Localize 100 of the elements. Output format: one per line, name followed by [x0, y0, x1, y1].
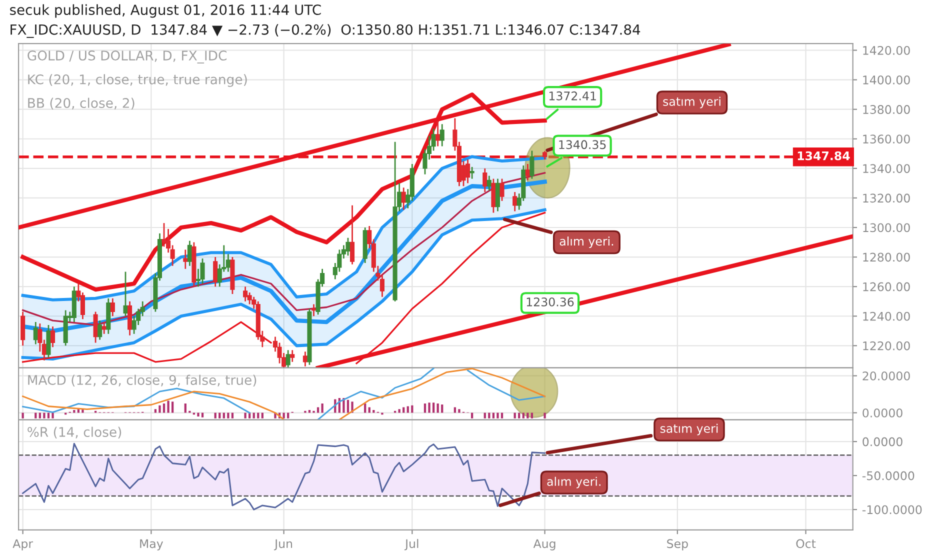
bar	[488, 412, 490, 418]
bar	[222, 412, 225, 418]
y-tick-label: 1220.00	[863, 341, 910, 350]
bar	[38, 412, 41, 418]
bar	[514, 412, 516, 418]
bar	[22, 412, 24, 418]
bar	[398, 409, 400, 413]
bar	[214, 412, 216, 418]
bar	[411, 405, 414, 413]
y-tick-label: 1400.00	[863, 76, 910, 84]
bar	[316, 407, 320, 413]
x-tick-label: Jul	[404, 538, 418, 550]
candlestick	[495, 178, 500, 212]
bar	[530, 412, 534, 418]
bar	[73, 410, 76, 413]
candlestick	[530, 150, 534, 180]
candlestick	[491, 178, 496, 214]
annotation: 1372.41	[549, 91, 596, 100]
candlestick	[110, 298, 115, 317]
bar	[496, 412, 499, 418]
y-tick-label: 1320.00	[863, 194, 910, 203]
annotation: BB (20, close, 2)	[28, 98, 134, 110]
bar	[34, 412, 37, 418]
bar	[526, 412, 529, 418]
bar	[158, 405, 161, 413]
annotation: %R (14, close)	[28, 426, 122, 439]
candlestick	[482, 168, 488, 193]
chart-subtitle: FX_IDC:XAUUSD, D 1347.84 ▼ −2.73 (−0.2%) O:1350.80 H:1351.71 L:1346.07 C:1347.84	[10, 24, 640, 38]
annotation: alım yeri.	[560, 236, 614, 248]
bar	[231, 412, 234, 418]
candlestick	[102, 321, 106, 335]
y-tick-label: 1420.00	[863, 46, 910, 55]
bar	[162, 404, 166, 413]
ref-line-label: 1347.84	[798, 151, 850, 160]
annotation: satım yeri	[663, 96, 720, 108]
bar	[372, 410, 375, 413]
candlestick	[470, 166, 474, 180]
candlestick	[486, 175, 492, 192]
x-tick-label: Oct	[796, 539, 816, 548]
y-tick-label: 1300.00	[863, 223, 910, 232]
bar	[167, 400, 170, 413]
candlestick	[290, 349, 295, 363]
bar	[436, 404, 439, 413]
candlestick	[20, 311, 26, 346]
candlestick	[128, 300, 132, 336]
candlestick	[401, 186, 406, 210]
bar	[428, 402, 430, 413]
x-tick-label: May	[140, 539, 164, 550]
candlestick	[243, 286, 248, 302]
bar	[492, 412, 495, 418]
bar	[257, 412, 260, 418]
bar	[441, 404, 444, 413]
bar	[346, 400, 350, 413]
y-tick-label: 1280.00	[863, 252, 910, 262]
bar	[518, 412, 520, 418]
candlestick	[350, 204, 355, 266]
annotation: satım yeri	[660, 424, 718, 436]
y-tick-label: 20.0000	[862, 372, 910, 380]
bar	[47, 412, 50, 418]
bar	[252, 412, 255, 418]
candlestick	[200, 258, 205, 284]
bar	[454, 407, 456, 413]
bar	[227, 412, 230, 418]
bar	[470, 412, 474, 418]
line-series	[22, 442, 546, 510]
y-tick-label: 1380.00	[863, 105, 910, 114]
bar	[522, 412, 524, 418]
candlestick	[311, 304, 316, 317]
annotation: 1340.35	[559, 140, 606, 150]
candlestick	[46, 324, 51, 358]
chart-title: secuk published, August 01, 2016 11:44 UTC	[10, 4, 321, 18]
y-tick-label: 1340.00	[863, 164, 910, 174]
bar	[282, 412, 285, 418]
bar	[368, 407, 370, 413]
bar	[82, 409, 84, 413]
candlestick	[98, 320, 102, 340]
y-tick-label: -50.0000	[862, 471, 914, 480]
bar	[171, 402, 174, 413]
x-tick-label: Aug	[533, 539, 556, 550]
candlestick	[346, 237, 350, 256]
annotation: MACD (12, 26, close, 9, false, true)	[28, 374, 256, 387]
bar	[544, 412, 546, 418]
y-tick-label: -100.0000	[862, 505, 922, 514]
bar	[500, 412, 504, 418]
x-tick-label: Jun	[274, 539, 292, 550]
bar	[432, 402, 435, 413]
y-tick-label: 1260.00	[863, 282, 910, 292]
candlestick	[50, 326, 56, 348]
y-tick-label: 0.0000	[862, 437, 902, 446]
bar	[197, 412, 200, 416]
x-tick-label: Apr	[12, 539, 34, 550]
candlestick	[440, 123, 444, 147]
y-tick-label: 0.0000	[862, 408, 902, 418]
candlestick	[436, 120, 440, 147]
bar	[52, 412, 54, 418]
bar	[43, 412, 46, 418]
candlestick	[123, 271, 128, 317]
candlestick	[512, 191, 518, 212]
bar	[484, 412, 486, 418]
x-tick-label: Sep	[667, 539, 688, 550]
